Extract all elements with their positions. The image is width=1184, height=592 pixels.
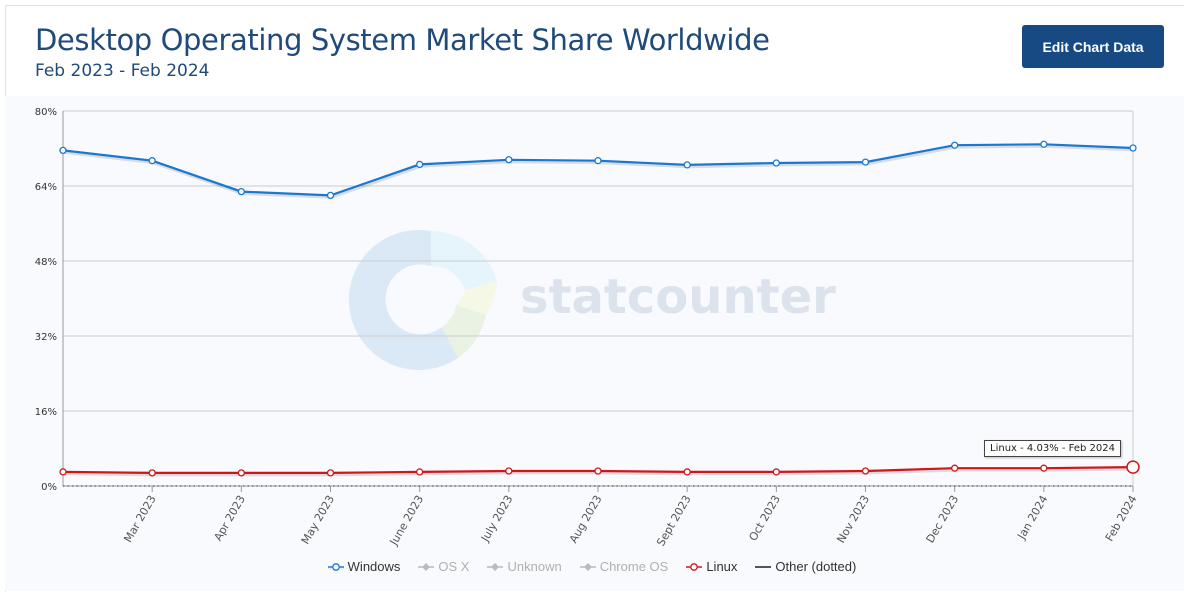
series-linux	[59, 460, 1140, 477]
data-point-windows	[861, 158, 870, 166]
series-windows	[59, 140, 1137, 200]
data-point-linux	[326, 469, 335, 477]
circle-marker-icon	[327, 562, 344, 571]
x-tick-label: Sept 2023	[654, 493, 694, 548]
data-point-windows	[951, 141, 959, 149]
data-point-linux	[772, 468, 780, 476]
y-tick-label: 16%	[35, 407, 57, 418]
data-point-windows	[326, 191, 335, 200]
chart-legend: Windows OS X Unknown Chrome OS Linux Other (d…	[0, 559, 1184, 574]
data-point-linux	[951, 464, 959, 472]
diamond-marker-icon	[418, 562, 435, 571]
watermark-text: statcounter	[520, 269, 836, 325]
legend-label: OS X	[438, 559, 470, 574]
diamond-marker-icon	[487, 562, 504, 571]
data-point-windows	[148, 157, 156, 165]
series-layer	[59, 140, 1140, 487]
edit-chart-data-button[interactable]: Edit Chart Data	[1022, 25, 1164, 68]
data-point-linux	[416, 468, 424, 476]
circle-marker-icon	[686, 562, 703, 571]
legend-item-other-dotted[interactable]: Other (dotted)	[755, 559, 856, 574]
x-tick-label: July 2023	[478, 493, 515, 545]
y-tick-label: 0%	[41, 482, 57, 493]
data-point-linux	[148, 469, 156, 477]
x-tick-label: Jan 2024	[1014, 493, 1050, 542]
statcounter-logo-icon	[348, 229, 497, 370]
data-point-windows	[772, 159, 780, 167]
linux-data-tooltip: Linux - 4.03% - Feb 2024	[984, 440, 1121, 457]
series-line-shadow	[63, 144, 1135, 199]
data-point-windows	[1040, 140, 1048, 148]
data-point-windows	[416, 160, 424, 169]
data-point-linux	[594, 467, 602, 475]
data-point-linux	[505, 467, 513, 475]
x-tick-label: Feb 2024	[1103, 493, 1140, 544]
data-point-linux	[861, 467, 870, 475]
x-tick-label: Mar 2023	[121, 493, 158, 545]
legend-item-windows[interactable]: Windows	[327, 559, 401, 574]
legend-label: Windows	[347, 559, 401, 574]
legend-item-chrome-os[interactable]: Chrome OS	[579, 559, 669, 574]
legend-item-os-x[interactable]: OS X	[418, 559, 469, 574]
x-tick-label: Dec 2023	[924, 493, 962, 545]
x-tick-label: Apr 2023	[211, 493, 248, 543]
data-point-linux	[683, 468, 691, 476]
x-tick-label: Oct 2023	[746, 493, 783, 543]
legend-label: Chrome OS	[599, 559, 669, 574]
y-tick-label: 64%	[35, 182, 57, 193]
legend-label: Unknown	[507, 559, 562, 574]
line-symbol-icon	[755, 565, 772, 568]
data-point-windows	[237, 187, 245, 196]
legend-item-linux[interactable]: Linux	[686, 559, 737, 574]
data-point-windows	[683, 161, 691, 169]
y-tick-label: 80%	[35, 107, 57, 118]
x-tick-label: Aug 2023	[567, 493, 605, 545]
page-title: Desktop Operating System Market Share Wo…	[35, 23, 770, 57]
y-tick-label: 48%	[35, 257, 57, 268]
statcounter-watermark: statcounter	[348, 229, 836, 370]
legend-item-unknown[interactable]: Unknown	[487, 559, 562, 574]
data-point-windows	[1129, 144, 1137, 152]
date-range-subtitle: Feb 2023 - Feb 2024	[35, 61, 210, 81]
x-tick-label: May 2023	[299, 493, 337, 546]
y-tick-label: 32%	[35, 332, 57, 343]
diamond-marker-icon	[579, 562, 596, 571]
data-point-linux	[1040, 464, 1048, 472]
legend-label: Other (dotted)	[775, 559, 857, 574]
data-point-windows	[505, 156, 513, 164]
x-tick-label: Nov 2023	[834, 493, 872, 545]
chart-axes: 0% 16% 32% 48% 64% 80% Mar 2023 Apr 2023 May 202…	[35, 107, 1140, 548]
data-point-linux	[59, 468, 67, 476]
data-point-linux	[1126, 460, 1140, 474]
x-tick-label: June 2023	[387, 493, 426, 548]
data-point-windows	[594, 157, 602, 165]
data-point-windows	[59, 146, 67, 155]
data-point-linux	[237, 469, 245, 477]
legend-label: Linux	[706, 559, 738, 574]
